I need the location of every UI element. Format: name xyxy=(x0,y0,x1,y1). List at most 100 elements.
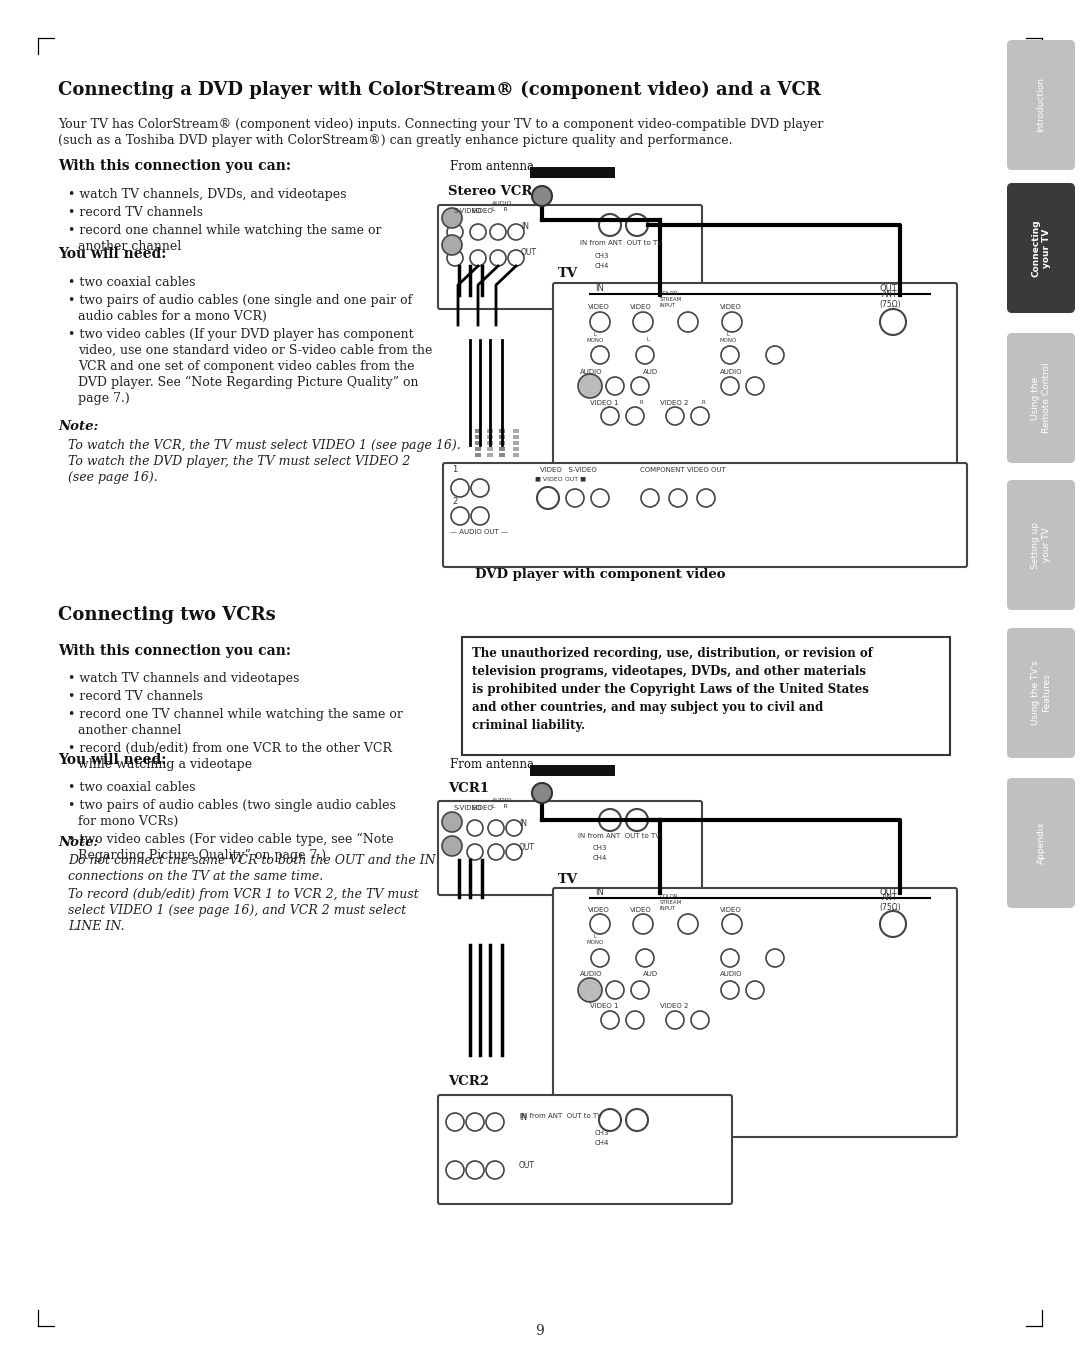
Text: LINE IN.: LINE IN. xyxy=(68,919,124,933)
Bar xyxy=(487,430,492,432)
Text: COLOR
STREAM
INPUT: COLOR STREAM INPUT xyxy=(660,292,683,308)
Bar xyxy=(475,453,481,457)
Text: CH4: CH4 xyxy=(595,263,609,269)
Text: R: R xyxy=(702,400,705,405)
Bar xyxy=(487,447,492,451)
Text: AUDIO: AUDIO xyxy=(580,370,603,375)
Text: L
MONO: L MONO xyxy=(586,333,604,342)
Text: Connecting two VCRs: Connecting two VCRs xyxy=(58,606,275,623)
Text: TV: TV xyxy=(558,873,578,887)
Text: OUT: OUT xyxy=(521,248,537,256)
Text: • two coaxial cables: • two coaxial cables xyxy=(68,782,195,794)
Text: AUD: AUD xyxy=(643,370,658,375)
FancyBboxPatch shape xyxy=(1007,183,1075,312)
Text: Stereo VCR: Stereo VCR xyxy=(448,186,532,198)
Text: IN: IN xyxy=(595,284,604,293)
Text: AUDIO: AUDIO xyxy=(720,971,743,977)
Text: — AUDIO OUT —: — AUDIO OUT — xyxy=(450,529,508,535)
Text: • watch TV channels and videotapes: • watch TV channels and videotapes xyxy=(68,672,299,685)
FancyBboxPatch shape xyxy=(553,888,957,1138)
Text: IN: IN xyxy=(519,818,527,828)
Text: • two pairs of audio cables (two single audio cables: • two pairs of audio cables (two single … xyxy=(68,799,396,812)
Text: Do not connect the same VCR to both the OUT and the IN: Do not connect the same VCR to both the … xyxy=(68,854,435,868)
Text: DVD player. See “Note Regarding Picture Quality” on: DVD player. See “Note Regarding Picture … xyxy=(78,376,419,389)
Text: To watch the DVD player, the TV must select VIDEO 2: To watch the DVD player, the TV must sel… xyxy=(68,456,410,468)
Text: Regarding Picture Quality” on page 7.): Regarding Picture Quality” on page 7.) xyxy=(78,848,326,862)
Text: L
MONO: L MONO xyxy=(719,333,737,342)
Bar xyxy=(513,447,519,451)
Text: Connecting
your TV: Connecting your TV xyxy=(1031,220,1051,277)
Text: • two video cables (For video cable type, see “Note: • two video cables (For video cable type… xyxy=(68,833,393,846)
Text: VIDEO: VIDEO xyxy=(472,207,494,214)
Bar xyxy=(475,447,481,451)
Text: CH4: CH4 xyxy=(595,1140,609,1146)
Text: • record TV channels: • record TV channels xyxy=(68,206,203,220)
Text: IN: IN xyxy=(521,222,529,231)
FancyBboxPatch shape xyxy=(553,282,957,537)
Circle shape xyxy=(442,235,462,255)
Text: • record TV channels: • record TV channels xyxy=(68,690,203,702)
Text: VCR2: VCR2 xyxy=(448,1075,489,1088)
Text: VIDEO: VIDEO xyxy=(630,907,651,913)
Text: ANT
(75Ω): ANT (75Ω) xyxy=(879,892,901,913)
Text: Using the TV's
Features: Using the TV's Features xyxy=(1031,660,1051,726)
Text: connections on the TV at the same time.: connections on the TV at the same time. xyxy=(68,870,323,883)
Text: AUDIO
L    R: AUDIO L R xyxy=(492,798,513,809)
Circle shape xyxy=(442,207,462,228)
Text: Your TV has ColorStream® (component video) inputs. Connecting your TV to a compo: Your TV has ColorStream® (component vide… xyxy=(58,119,823,131)
Text: VIDEO: VIDEO xyxy=(472,805,494,812)
Text: S-VIDEO: S-VIDEO xyxy=(453,805,482,812)
Text: From antenna: From antenna xyxy=(450,160,534,173)
Text: Setting up
your TV: Setting up your TV xyxy=(1031,521,1051,569)
Text: ■ VIDEO OUT ■: ■ VIDEO OUT ■ xyxy=(535,476,586,481)
Text: Connecting a DVD player with ColorStream® (component video) and a VCR: Connecting a DVD player with ColorStream… xyxy=(58,80,821,100)
Bar xyxy=(513,435,519,439)
Circle shape xyxy=(442,836,462,857)
Text: AUD: AUD xyxy=(643,971,658,977)
Bar xyxy=(499,430,505,432)
Text: CH3: CH3 xyxy=(593,846,607,851)
Text: video, use one standard video or S-video cable from the: video, use one standard video or S-video… xyxy=(78,344,432,357)
Text: From antenna: From antenna xyxy=(450,758,534,771)
FancyBboxPatch shape xyxy=(1007,333,1075,462)
Bar xyxy=(513,441,519,445)
Text: 2: 2 xyxy=(453,496,457,506)
Text: • two pairs of audio cables (one single and one pair of: • two pairs of audio cables (one single … xyxy=(68,295,413,307)
Text: • record one TV channel while watching the same or: • record one TV channel while watching t… xyxy=(68,708,403,722)
Bar xyxy=(487,453,492,457)
Circle shape xyxy=(578,978,602,1003)
Text: AUDIO
L    R: AUDIO L R xyxy=(492,202,513,211)
FancyBboxPatch shape xyxy=(438,1095,732,1204)
Text: VIDEO: VIDEO xyxy=(720,304,742,310)
Bar xyxy=(499,441,505,445)
Text: AUDIO: AUDIO xyxy=(720,370,743,375)
Text: • record one channel while watching the same or: • record one channel while watching the … xyxy=(68,224,381,237)
Text: • two video cables (If your DVD player has component: • two video cables (If your DVD player h… xyxy=(68,327,414,341)
Text: CH3: CH3 xyxy=(595,1129,609,1136)
Bar xyxy=(475,441,481,445)
Bar xyxy=(487,435,492,439)
Text: Note:: Note: xyxy=(58,836,98,848)
Bar xyxy=(475,430,481,432)
Text: another channel: another channel xyxy=(78,724,181,737)
Circle shape xyxy=(442,812,462,832)
Text: COLOR
STREAM
INPUT: COLOR STREAM INPUT xyxy=(660,895,683,911)
Text: IN from ANT  OUT to TV: IN from ANT OUT to TV xyxy=(580,240,662,246)
Text: VCR1: VCR1 xyxy=(448,782,489,795)
Text: R: R xyxy=(640,400,644,405)
Text: audio cables for a mono VCR): audio cables for a mono VCR) xyxy=(78,310,267,323)
Text: VIDEO 2: VIDEO 2 xyxy=(660,1003,688,1009)
Text: for mono VCRs): for mono VCRs) xyxy=(78,816,178,828)
Text: while watching a videotape: while watching a videotape xyxy=(78,758,252,771)
FancyBboxPatch shape xyxy=(1007,40,1075,171)
Circle shape xyxy=(532,783,552,803)
Bar xyxy=(487,441,492,445)
Text: VIDEO: VIDEO xyxy=(720,907,742,913)
Text: VIDEO 1: VIDEO 1 xyxy=(590,1003,619,1009)
Text: VIDEO   S-VIDEO: VIDEO S-VIDEO xyxy=(540,466,597,473)
Text: VCR and one set of component video cables from the: VCR and one set of component video cable… xyxy=(78,360,415,372)
Text: COMPONENT VIDEO OUT: COMPONENT VIDEO OUT xyxy=(640,466,726,473)
Bar xyxy=(530,765,615,776)
Text: • record (dub/edit) from one VCR to the other VCR: • record (dub/edit) from one VCR to the … xyxy=(68,742,392,756)
Text: TV: TV xyxy=(558,267,578,280)
